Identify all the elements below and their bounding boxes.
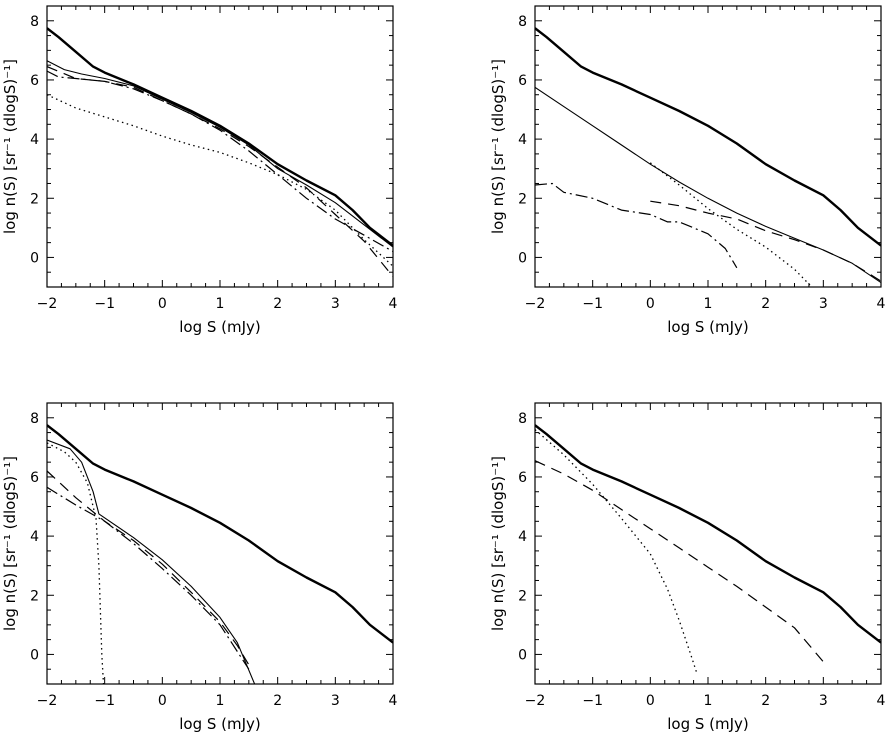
series-group xyxy=(47,27,393,277)
series-line-dotdash xyxy=(47,70,393,253)
x-tick-label: 4 xyxy=(389,693,398,709)
x-tick-label: −1 xyxy=(94,693,115,709)
x-tick-label: −2 xyxy=(37,693,58,709)
y-tick-label: 8 xyxy=(30,411,39,427)
plot-frame xyxy=(534,402,882,685)
y-tick-label: 2 xyxy=(30,191,39,207)
x-tick-label: 1 xyxy=(704,693,713,709)
x-tick-label: 4 xyxy=(389,296,398,312)
x-tick-label: 2 xyxy=(273,296,282,312)
y-tick-label: 8 xyxy=(518,411,527,427)
x-axis-label: log S (mJy) xyxy=(179,715,261,733)
series-line-dashed xyxy=(650,200,881,282)
plot-frame xyxy=(46,5,394,288)
series-line-dotted xyxy=(535,429,698,673)
x-tick-label: 1 xyxy=(704,296,713,312)
x-tick-label: 3 xyxy=(819,693,828,709)
series-line-thick xyxy=(47,424,393,644)
chart-panel-1: −2 −1 0 1 2 3 4 0 2 4 6 8 log S (mJy) log n(S) [sr⁻¹ … xyxy=(1,5,398,336)
y-tick-label: 4 xyxy=(518,132,527,148)
y-axis-label: log n(S) [sr⁻¹ (dlogS)⁻¹] xyxy=(489,59,507,234)
y-tick-label: 4 xyxy=(30,529,39,545)
x-tick-label: 3 xyxy=(331,693,340,709)
series-line-thin xyxy=(47,439,256,684)
x-tick-label: 0 xyxy=(646,296,655,312)
x-tick-label: 3 xyxy=(331,296,340,312)
series-line-dashed xyxy=(47,66,393,277)
plot-frame xyxy=(46,402,394,685)
series-line-dashed xyxy=(47,470,250,666)
x-axis-label: log S (mJy) xyxy=(179,318,261,336)
y-tick-label: 8 xyxy=(518,14,527,30)
x-tick-label: −2 xyxy=(37,296,58,312)
series-line-dotted xyxy=(47,94,393,267)
series-line-thick xyxy=(535,424,881,644)
y-tick-label: 4 xyxy=(30,132,39,148)
y-tick-label: 8 xyxy=(30,14,39,30)
y-tick-label: 2 xyxy=(30,588,39,604)
series-group xyxy=(535,27,881,287)
series-line-thick xyxy=(47,27,393,247)
chart-panel-4: −2 −1 0 1 2 3 4 0 2 4 6 8 log S (mJy) log n(S) [sr⁻¹ … xyxy=(489,402,885,733)
y-tick-label: 2 xyxy=(518,191,527,207)
y-axis-label: log n(S) [sr⁻¹ (dlogS)⁻¹] xyxy=(489,456,507,631)
series-line-thick xyxy=(535,27,881,247)
x-tick-label: 1 xyxy=(216,693,225,709)
x-axis-label: log S (mJy) xyxy=(667,318,749,336)
x-tick-label: 4 xyxy=(877,296,885,312)
plot-frame xyxy=(534,5,882,288)
x-tick-label: 2 xyxy=(761,693,770,709)
x-axis-label: log S (mJy) xyxy=(667,715,749,733)
x-tick-label: 0 xyxy=(646,693,655,709)
y-tick-label: 6 xyxy=(518,470,527,486)
x-tick-label: 0 xyxy=(158,693,167,709)
x-tick-label: 4 xyxy=(877,693,885,709)
y-tick-label: 0 xyxy=(30,647,39,663)
x-tick-label: 0 xyxy=(158,296,167,312)
y-tick-label: 2 xyxy=(518,588,527,604)
y-tick-label: 0 xyxy=(518,250,527,266)
y-axis-label: log n(S) [sr⁻¹ (dlogS)⁻¹] xyxy=(1,456,19,631)
x-tick-label: 3 xyxy=(819,296,828,312)
series-line-dashed xyxy=(535,460,824,663)
series-line-thin xyxy=(47,60,393,248)
x-tick-label: −1 xyxy=(582,693,603,709)
x-tick-label: −2 xyxy=(525,296,546,312)
x-tick-label: 2 xyxy=(273,693,282,709)
series-line-dotted xyxy=(47,442,105,684)
series-group xyxy=(47,424,393,684)
chart-panel-2: −2 −1 0 1 2 3 4 0 2 4 6 8 log S (mJy) log n(S) [sr⁻¹ … xyxy=(489,5,885,336)
series-line-dotdash xyxy=(47,486,250,670)
x-tick-label: 1 xyxy=(216,296,225,312)
x-tick-label: 2 xyxy=(761,296,770,312)
y-tick-label: 6 xyxy=(30,470,39,486)
y-tick-label: 6 xyxy=(30,73,39,89)
x-tick-label: −1 xyxy=(582,296,603,312)
x-tick-label: −1 xyxy=(94,296,115,312)
series-line-dotdash xyxy=(535,182,738,269)
y-tick-label: 0 xyxy=(30,250,39,266)
y-tick-label: 4 xyxy=(518,529,527,545)
y-tick-label: 0 xyxy=(518,647,527,663)
series-group xyxy=(535,424,881,673)
y-axis-label: log n(S) [sr⁻¹ (dlogS)⁻¹] xyxy=(1,59,19,234)
series-line-dotted xyxy=(649,162,813,287)
chart-panel-3: −2 −1 0 1 2 3 4 0 2 4 6 8 log S (mJy) log n(S) [sr⁻¹ … xyxy=(1,402,398,733)
x-tick-label: −2 xyxy=(525,693,546,709)
y-tick-label: 6 xyxy=(518,73,527,89)
